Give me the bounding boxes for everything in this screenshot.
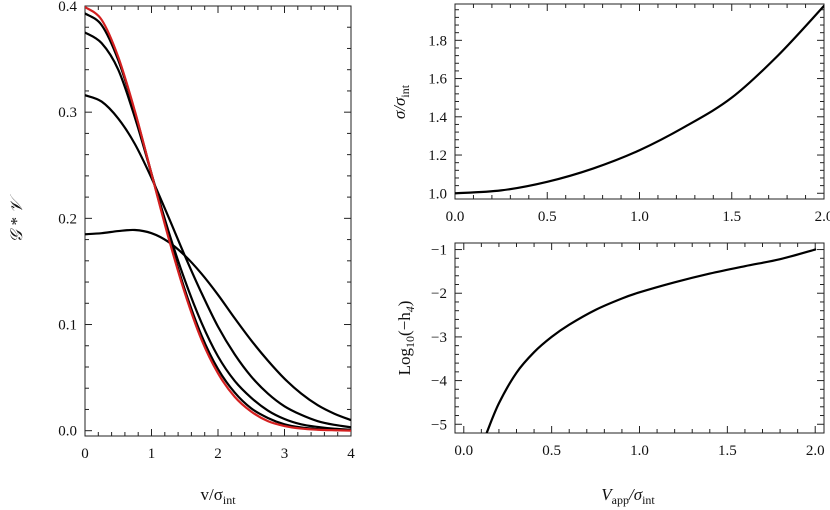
panel-top-right-ticks: 0.0 0.5 1.0 1.5 2.0 1.0 1.2 1.4 1.6 1.8 xyxy=(428,4,830,225)
panel-top-right-ytick-label: 1.2 xyxy=(428,148,447,164)
panel-left-series-line xyxy=(85,6,351,432)
panel-left-xtick-label: 1 xyxy=(148,446,156,462)
panel-left-xtick-label: 3 xyxy=(281,446,289,462)
panel-left-xlabel: v/σint xyxy=(200,485,236,507)
panel-bottom-right-series-line xyxy=(485,248,817,433)
panel-bottom-right-ytick-label: −5 xyxy=(431,417,447,433)
panel-bottom-right-ytick-label: −4 xyxy=(431,374,447,390)
panel-bottom-right-ytick-label: −2 xyxy=(431,286,447,302)
panel-left-series xyxy=(85,6,351,432)
panel-left-series-line xyxy=(85,94,351,429)
panel-top-right-series xyxy=(455,4,824,195)
panel-bottom-right-ticks: 0.0 0.5 1.0 1.5 2.0 −5 −4 −3 −2 −1 xyxy=(431,243,825,459)
panel-bottom-right-ytick-label: −3 xyxy=(431,330,447,346)
panel-top-right-xtick-label: 1.5 xyxy=(722,209,741,225)
panel-left-xtick-label: 4 xyxy=(347,446,355,462)
panel-bottom-right-xtick-label: 0.0 xyxy=(454,443,473,459)
panel-left-ytick-label: 0.3 xyxy=(58,105,77,121)
panel-left-series-line xyxy=(85,31,351,431)
panel-bottom-right-xtick-label: 1.0 xyxy=(630,443,649,459)
panel-bottom-right-frame xyxy=(454,242,825,434)
panel-bottom-right-xtick-label: 1.5 xyxy=(718,443,737,459)
panel-bottom-right-ylabel: Log10(−h4) xyxy=(395,301,417,376)
panel-left-xtick-label: 2 xyxy=(214,446,222,462)
panel-bottom-right-series xyxy=(485,248,817,433)
panel-bottom-right-chart: 0.0 0.5 1.0 1.5 2.0 −5 −4 −3 −2 −1 Vapp/σint Log1… xyxy=(395,242,825,507)
panel-top-right-ylabel: σ/σint xyxy=(390,84,412,119)
panel-left-ticks: 0 1 2 3 4 0.0 0.1 0.2 0.3 0.4 xyxy=(58,0,355,462)
panel-left-ytick-label: 0.0 xyxy=(58,424,77,440)
panel-top-right-chart: 0.0 0.5 1.0 1.5 2.0 1.0 1.2 1.4 1.6 1.8 σ/σint xyxy=(390,3,830,225)
panel-left-chart: 0 1 2 3 4 0.0 0.1 0.2 0.3 0.4 v/σint 𝒢 * 𝒱 xyxy=(7,0,355,507)
panel-bottom-right-ytick-label: −1 xyxy=(431,243,447,259)
panel-top-right-xtick-label: 0.5 xyxy=(538,209,557,225)
panel-top-right-ytick-label: 1.8 xyxy=(428,33,447,49)
panel-top-right-series-line xyxy=(455,4,824,195)
panel-bottom-right-xtick-label: 0.5 xyxy=(542,443,561,459)
panel-top-right-ytick-label: 1.6 xyxy=(428,72,447,88)
panel-left-ytick-label: 0.1 xyxy=(58,318,77,334)
panel-left-ytick-label: 0.4 xyxy=(58,0,77,15)
panel-bottom-right-xlabel: Vapp/σint xyxy=(601,485,655,507)
panel-top-right-xtick-label: 1.0 xyxy=(630,209,649,225)
panel-bottom-right-xtick-label: 2.0 xyxy=(806,443,825,459)
panel-top-right-xtick-label: 0.0 xyxy=(446,209,465,225)
panel-left-xtick-label: 0 xyxy=(81,446,89,462)
panel-top-right-xtick-label: 2.0 xyxy=(815,209,830,225)
panel-top-right-ytick-label: 1.4 xyxy=(428,110,447,126)
panel-left-ylabel: 𝒢 * 𝒱 xyxy=(7,194,26,243)
panel-top-right-ytick-label: 1.0 xyxy=(428,186,447,202)
panel-left-ytick-label: 0.2 xyxy=(58,211,77,227)
panel-left-series-line xyxy=(85,228,351,422)
panel-top-right-frame xyxy=(454,3,825,200)
